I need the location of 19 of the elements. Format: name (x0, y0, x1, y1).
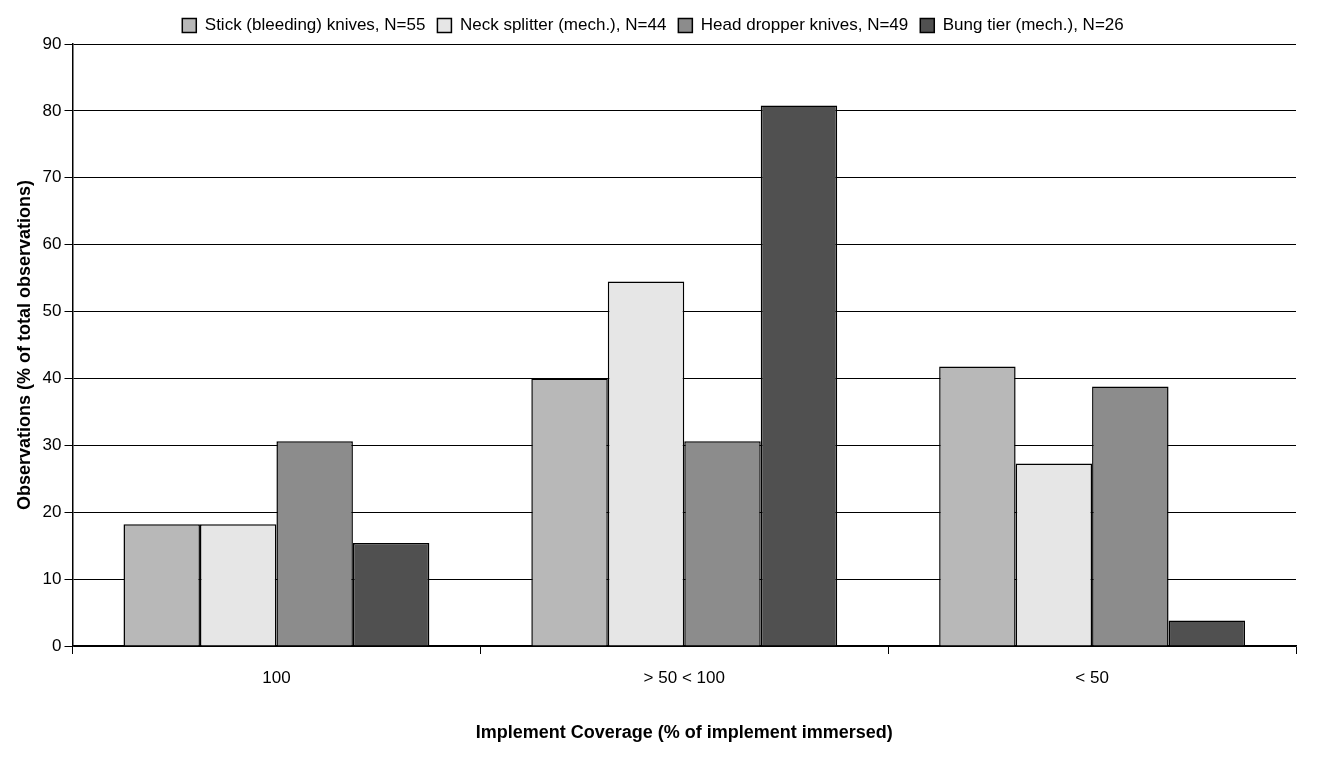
y-tick-label: 30 (42, 435, 62, 455)
x-axis-title: Implement Coverage (% of implement immersed) (475, 722, 893, 743)
x-tick-label: < 50 (1075, 667, 1109, 687)
y-tick-label: 0 (52, 635, 62, 655)
legend-label: Head dropper knives, N=49 (700, 15, 909, 35)
legend-label: Bung tier (mech.), N=26 (942, 15, 1124, 35)
y-tick-label: 80 (42, 100, 62, 120)
y-tick-label: 90 (42, 33, 62, 53)
y-tick-label: 60 (42, 234, 62, 254)
y-tick-label: 50 (42, 301, 62, 321)
legend-label: Stick (bleeding) knives, N=55 (204, 15, 426, 35)
x-tick-label: 100 (262, 667, 291, 687)
legend-label: Neck splitter (mech.), N=44 (459, 15, 667, 35)
y-axis-title: Observations (% of total observations) (13, 179, 34, 511)
x-tick-label: > 50 < 100 (643, 667, 725, 687)
y-tick-label: 10 (42, 568, 62, 588)
y-tick-label: 40 (42, 368, 62, 388)
y-tick-label: 70 (42, 167, 62, 187)
y-tick-label: 20 (42, 501, 62, 521)
